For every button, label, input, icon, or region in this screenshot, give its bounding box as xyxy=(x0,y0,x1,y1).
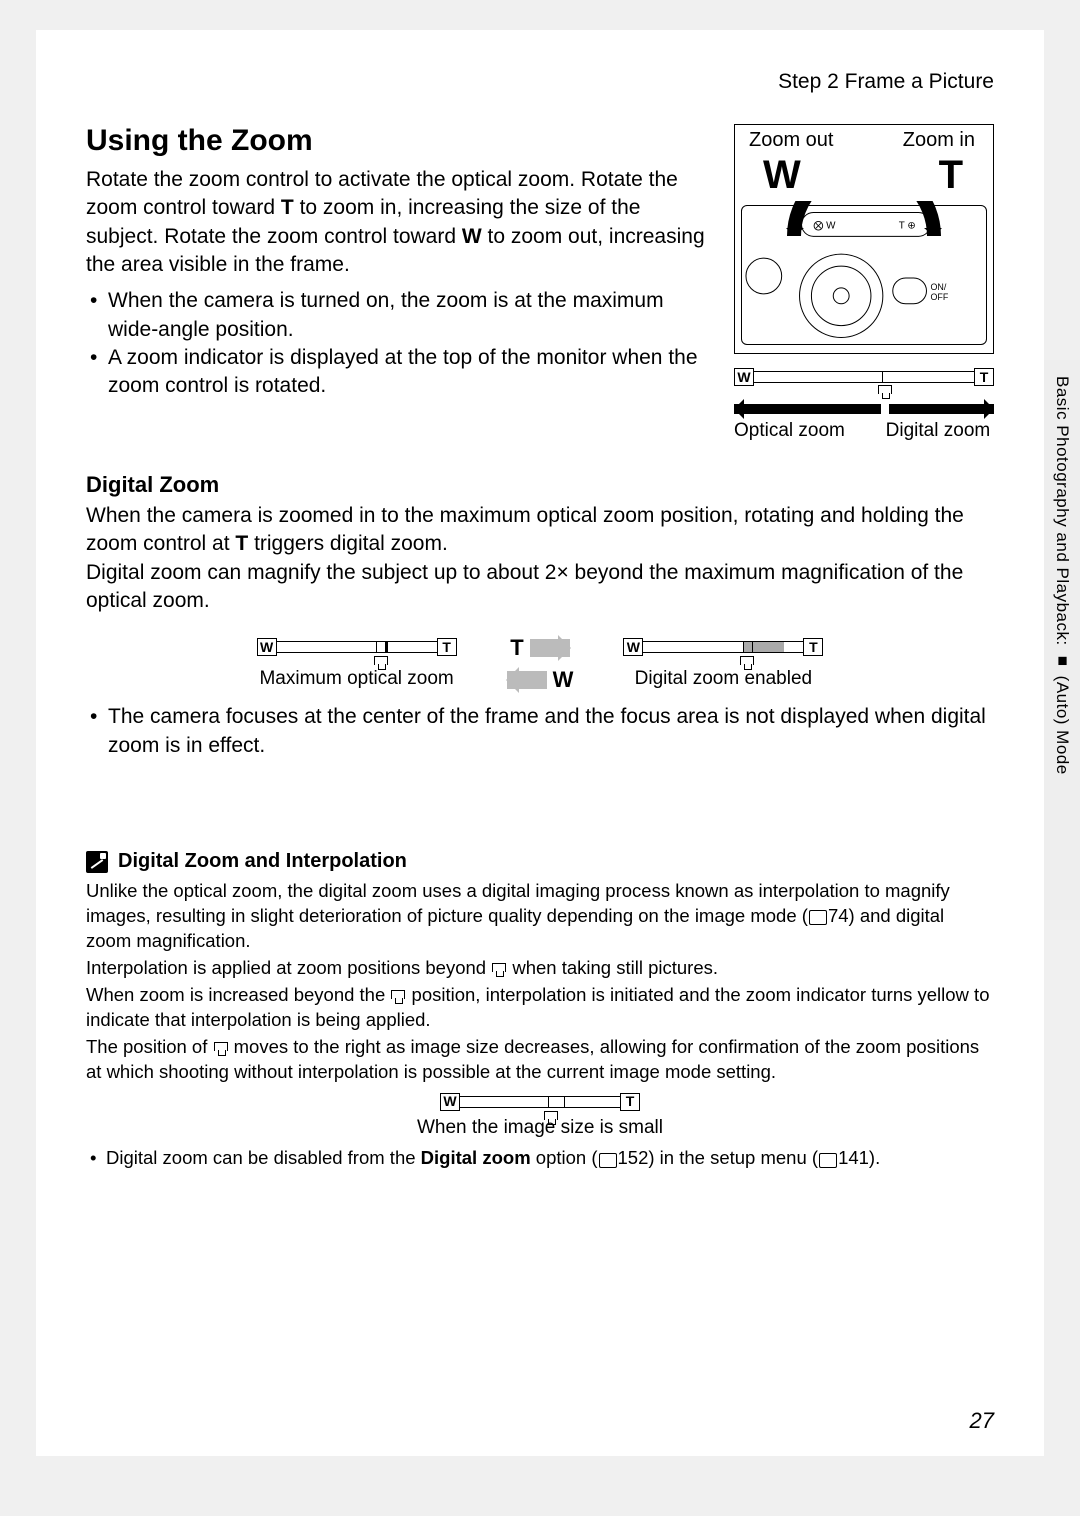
intro-list-item: When the camera is turned on, the zoom i… xyxy=(86,287,714,344)
pause-mark-icon xyxy=(739,652,753,666)
text: When zoom is increased beyond the xyxy=(86,984,390,1005)
digital-zoom-heading: Digital Zoom xyxy=(86,472,994,498)
w-cap-icon: W xyxy=(623,638,643,656)
manual-page: Step 2 Frame a Picture Using the Zoom Ro… xyxy=(36,30,1044,1456)
pause-mark-icon xyxy=(214,1042,228,1054)
zoom-in-label: Zoom in xyxy=(903,129,975,152)
digital-enabled-label: Digital zoom enabled xyxy=(623,668,823,690)
digital-zoom-list-item: The camera focuses at the center of the … xyxy=(86,703,994,760)
max-optical-label: Maximum optical zoom xyxy=(257,668,457,690)
toward-w-arrow: W xyxy=(507,667,574,693)
svg-text:⨂ W: ⨂ W xyxy=(813,220,836,231)
w-letter: W xyxy=(553,667,574,693)
digital-range-arrow xyxy=(889,404,994,414)
t-cap-icon: T xyxy=(620,1093,640,1111)
note-paragraph: Interpolation is applied at zoom positio… xyxy=(86,956,994,981)
text: Digital zoom can be disabled from the xyxy=(106,1147,421,1168)
pause-mark-icon xyxy=(391,990,405,1002)
w-letter: W xyxy=(462,225,482,248)
note-list-item: Digital zoom can be disabled from the Di… xyxy=(86,1146,994,1171)
t-cap-icon: T xyxy=(437,638,457,656)
svg-text:T ⊕: T ⊕ xyxy=(899,220,916,231)
w-cap-icon: W xyxy=(734,368,754,386)
t-cap-icon: T xyxy=(974,368,994,386)
note-title: Digital Zoom and Interpolation xyxy=(118,850,407,873)
pause-mark-icon xyxy=(543,1107,557,1121)
pause-mark-icon xyxy=(877,382,891,396)
text: triggers digital zoom. xyxy=(248,532,448,555)
svg-text:ON/: ON/ xyxy=(930,282,946,292)
t-letter: T xyxy=(281,196,294,219)
small-indicator-caption: When the image size is small xyxy=(86,1115,994,1141)
note-paragraph: Unlike the optical zoom, the digital zoo… xyxy=(86,879,994,954)
pause-mark-icon xyxy=(492,963,506,975)
text: when taking still pictures. xyxy=(507,957,718,978)
small-indicator: W T xyxy=(440,1093,640,1111)
text: Interpolation is applied at zoom positio… xyxy=(86,957,491,978)
t-icon: T xyxy=(939,153,963,198)
digital-zoom-option: Digital zoom xyxy=(421,1147,531,1168)
intro-paragraph: Rotate the zoom control to activate the … xyxy=(86,166,714,279)
note-section: Digital Zoom and Interpolation Unlike th… xyxy=(86,850,994,1171)
book-icon xyxy=(809,910,827,924)
t-letter: T xyxy=(235,532,248,555)
zoom-indicator-comparison: W T Maximum optical zoom T W xyxy=(86,635,994,693)
camera-top-diagram: Zoom out Zoom in W T ⨂ W T ⊕ xyxy=(734,124,994,354)
zoom-indicator-block: W T Optical zoom Digital zoom xyxy=(734,368,994,442)
w-cap-icon: W xyxy=(257,638,277,656)
book-icon xyxy=(819,1153,837,1167)
pause-mark-icon xyxy=(373,652,387,666)
digital-zoom-label: Digital zoom xyxy=(886,420,994,442)
book-icon xyxy=(599,1153,617,1167)
toward-t-arrow: T xyxy=(510,635,569,661)
w-cap-icon: W xyxy=(440,1093,460,1111)
side-chapter-label: Basic Photography and Playback: ■ (Auto)… xyxy=(1052,376,1072,775)
optical-zoom-label: Optical zoom xyxy=(734,420,886,442)
zoom-out-label: Zoom out xyxy=(749,129,833,152)
t-cap-icon: T xyxy=(803,638,823,656)
w-icon: W xyxy=(763,153,801,198)
digital-zoom-body-2: Digital zoom can magnify the subject up … xyxy=(86,559,994,616)
digital-zoom-body: When the camera is zoomed in to the maxi… xyxy=(86,502,994,559)
svg-text:OFF: OFF xyxy=(930,292,948,302)
page-number: 27 xyxy=(970,1408,994,1434)
t-letter: T xyxy=(510,635,523,661)
breadcrumb: Step 2 Frame a Picture xyxy=(86,70,994,94)
note-paragraph: The position of moves to the right as im… xyxy=(86,1035,994,1085)
text: 152) in the setup menu ( xyxy=(618,1147,819,1168)
text: 141). xyxy=(838,1147,880,1168)
optical-range-arrow xyxy=(734,404,881,414)
text: option ( xyxy=(531,1147,598,1168)
intro-list-item: A zoom indicator is displayed at the top… xyxy=(86,344,714,401)
page-title: Using the Zoom xyxy=(86,124,714,158)
note-paragraph: When zoom is increased beyond the positi… xyxy=(86,983,994,1033)
text: The position of xyxy=(86,1036,213,1057)
text: When the camera is zoomed in to the maxi… xyxy=(86,504,964,555)
pencil-note-icon xyxy=(86,851,108,873)
